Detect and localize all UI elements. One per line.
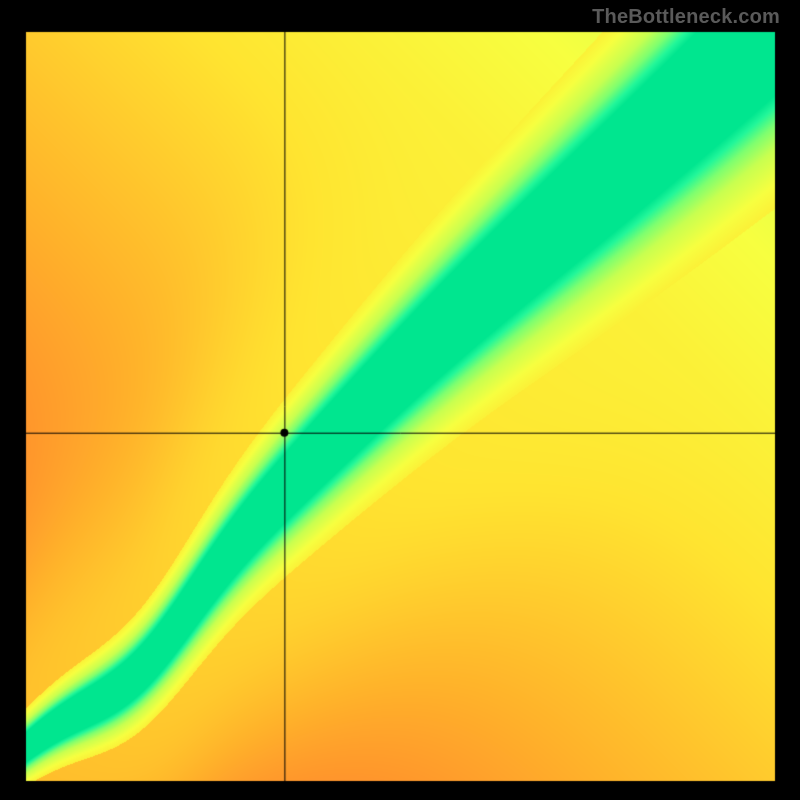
heatmap-canvas [0,0,800,800]
watermark-text: TheBottleneck.com [592,6,780,29]
chart-container: TheBottleneck.com [0,0,800,800]
